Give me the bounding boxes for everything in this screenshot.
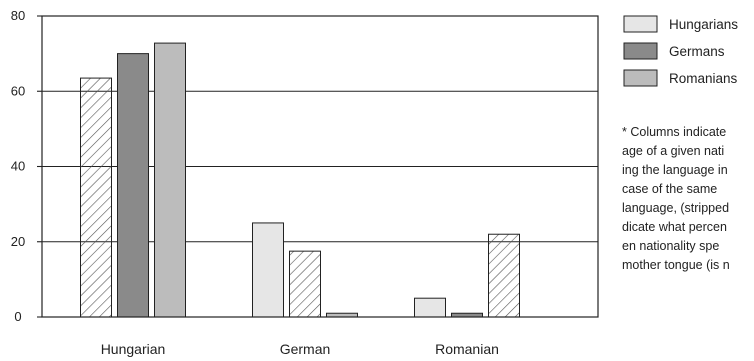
legend-label-germans: Germans xyxy=(669,44,725,59)
bar-german-hungarians xyxy=(252,222,284,318)
legend-swatch-germans xyxy=(623,42,658,60)
x-category-label: German xyxy=(280,341,331,357)
bar-hungarian-hungarians xyxy=(80,77,112,318)
bars xyxy=(80,42,520,318)
x-category-label: Hungarian xyxy=(101,341,166,357)
y-tick-label: 40 xyxy=(11,159,25,174)
y-tick-label: 80 xyxy=(11,8,25,23)
footnote-text: * Columns indicate age of a given nati i… xyxy=(622,125,730,272)
bar-romanian-romanians xyxy=(488,233,520,318)
y-tick-label: 60 xyxy=(11,83,25,98)
bar-hungarian-romanians xyxy=(154,42,186,318)
legend-swatch-romanians xyxy=(623,69,658,87)
bar-hungarian-germans xyxy=(117,53,149,318)
legend-label-hungarians: Hungarians xyxy=(669,17,738,32)
legend-swatch-hungarians xyxy=(623,15,658,33)
bar-german-germans xyxy=(289,250,321,318)
x-category-label: Romanian xyxy=(435,341,499,357)
y-axis-ticks: 0 20 40 60 80 xyxy=(11,8,42,324)
bar-romanian-hungarians xyxy=(414,297,446,318)
legend-label-romanians: Romanians xyxy=(669,71,738,86)
y-tick-label: 0 xyxy=(14,309,21,324)
x-axis-categories: Hungarian German Romanian xyxy=(101,341,499,357)
y-tick-label: 20 xyxy=(11,234,25,249)
legend: Hungarians Germans Romanians xyxy=(623,15,738,87)
